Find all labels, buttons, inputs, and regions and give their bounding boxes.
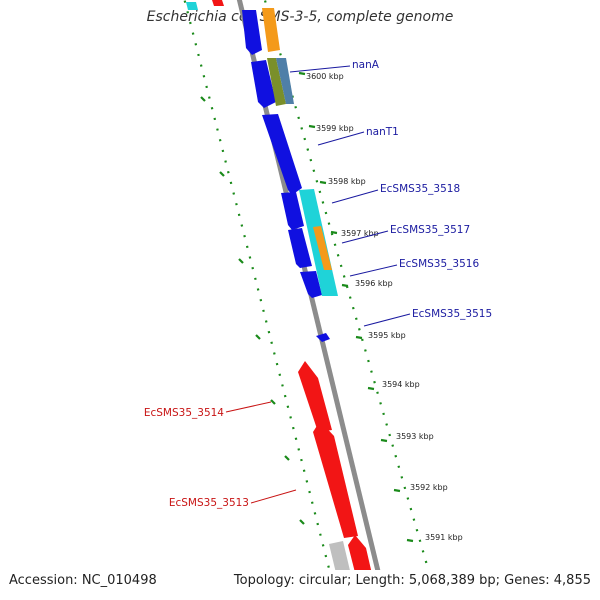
gene-label-EcSMS35_3515: EcSMS35_3515 (412, 308, 492, 320)
map-title: Escherichia coli SMS-3-5, complete genom… (146, 9, 454, 25)
reverse-strand-features (212, 0, 372, 570)
forward-cds (300, 271, 322, 298)
steel-feature (276, 58, 294, 104)
highlight-features (186, 2, 338, 296)
orange-feature-small (313, 226, 332, 270)
scale-ticks (298, 71, 414, 543)
tick-label: 3596 kbp (355, 279, 393, 288)
tick-label: 3599 kbp (316, 124, 354, 133)
forward-strand-features (242, 10, 330, 342)
gc-inner-marks (200, 96, 305, 525)
reverse-cds-top (212, 0, 224, 6)
cyan-feature (186, 2, 198, 10)
genome-summary: Topology: circular; Length: 5,068,389 bp… (233, 573, 591, 588)
tick-label: 3591 kbp (425, 533, 463, 542)
gray-feature (329, 541, 350, 570)
forward-cds (288, 228, 312, 268)
label-leader-lines (225, 65, 411, 504)
forward-cds-small (316, 333, 330, 342)
reverse-cds (298, 361, 332, 432)
tick-label: 3593 kbp (396, 432, 434, 441)
reverse-cds (313, 421, 358, 538)
tick-label: 3595 kbp (368, 331, 406, 340)
tick-label: 3597 kbp (341, 229, 379, 238)
accession-label: Accession: NC_010498 (9, 573, 157, 588)
gene-labels: nanA nanT1 EcSMS35_3518 EcSMS35_3517 EcS… (144, 59, 492, 509)
tick-label: 3594 kbp (382, 380, 420, 389)
forward-cds (262, 114, 302, 195)
gene-label-EcSMS35_3517: EcSMS35_3517 (390, 224, 470, 236)
gene-label-EcSMS35_3518: EcSMS35_3518 (380, 183, 460, 195)
orange-feature (262, 8, 280, 52)
reverse-cds (348, 535, 372, 570)
green-feature (267, 58, 286, 106)
gc-skew-track-outer (263, 0, 430, 570)
gene-label-EcSMS35_3513: EcSMS35_3513 (169, 497, 249, 509)
tick-labels: 3600 kbp 3599 kbp 3598 kbp 3597 kbp 3596… (306, 72, 463, 542)
forward-cds (242, 10, 262, 55)
forward-cds (281, 192, 304, 230)
gene-label-nanT1: nanT1 (366, 126, 399, 138)
gene-label-nanA: nanA (352, 59, 380, 71)
tick-label: 3600 kbp (306, 72, 344, 81)
gene-label-EcSMS35_3514: EcSMS35_3514 (144, 407, 224, 419)
tick-label: 3598 kbp (328, 177, 366, 186)
tick-label: 3592 kbp (410, 483, 448, 492)
gene-label-EcSMS35_3516: EcSMS35_3516 (399, 258, 479, 270)
forward-cds (251, 60, 276, 108)
